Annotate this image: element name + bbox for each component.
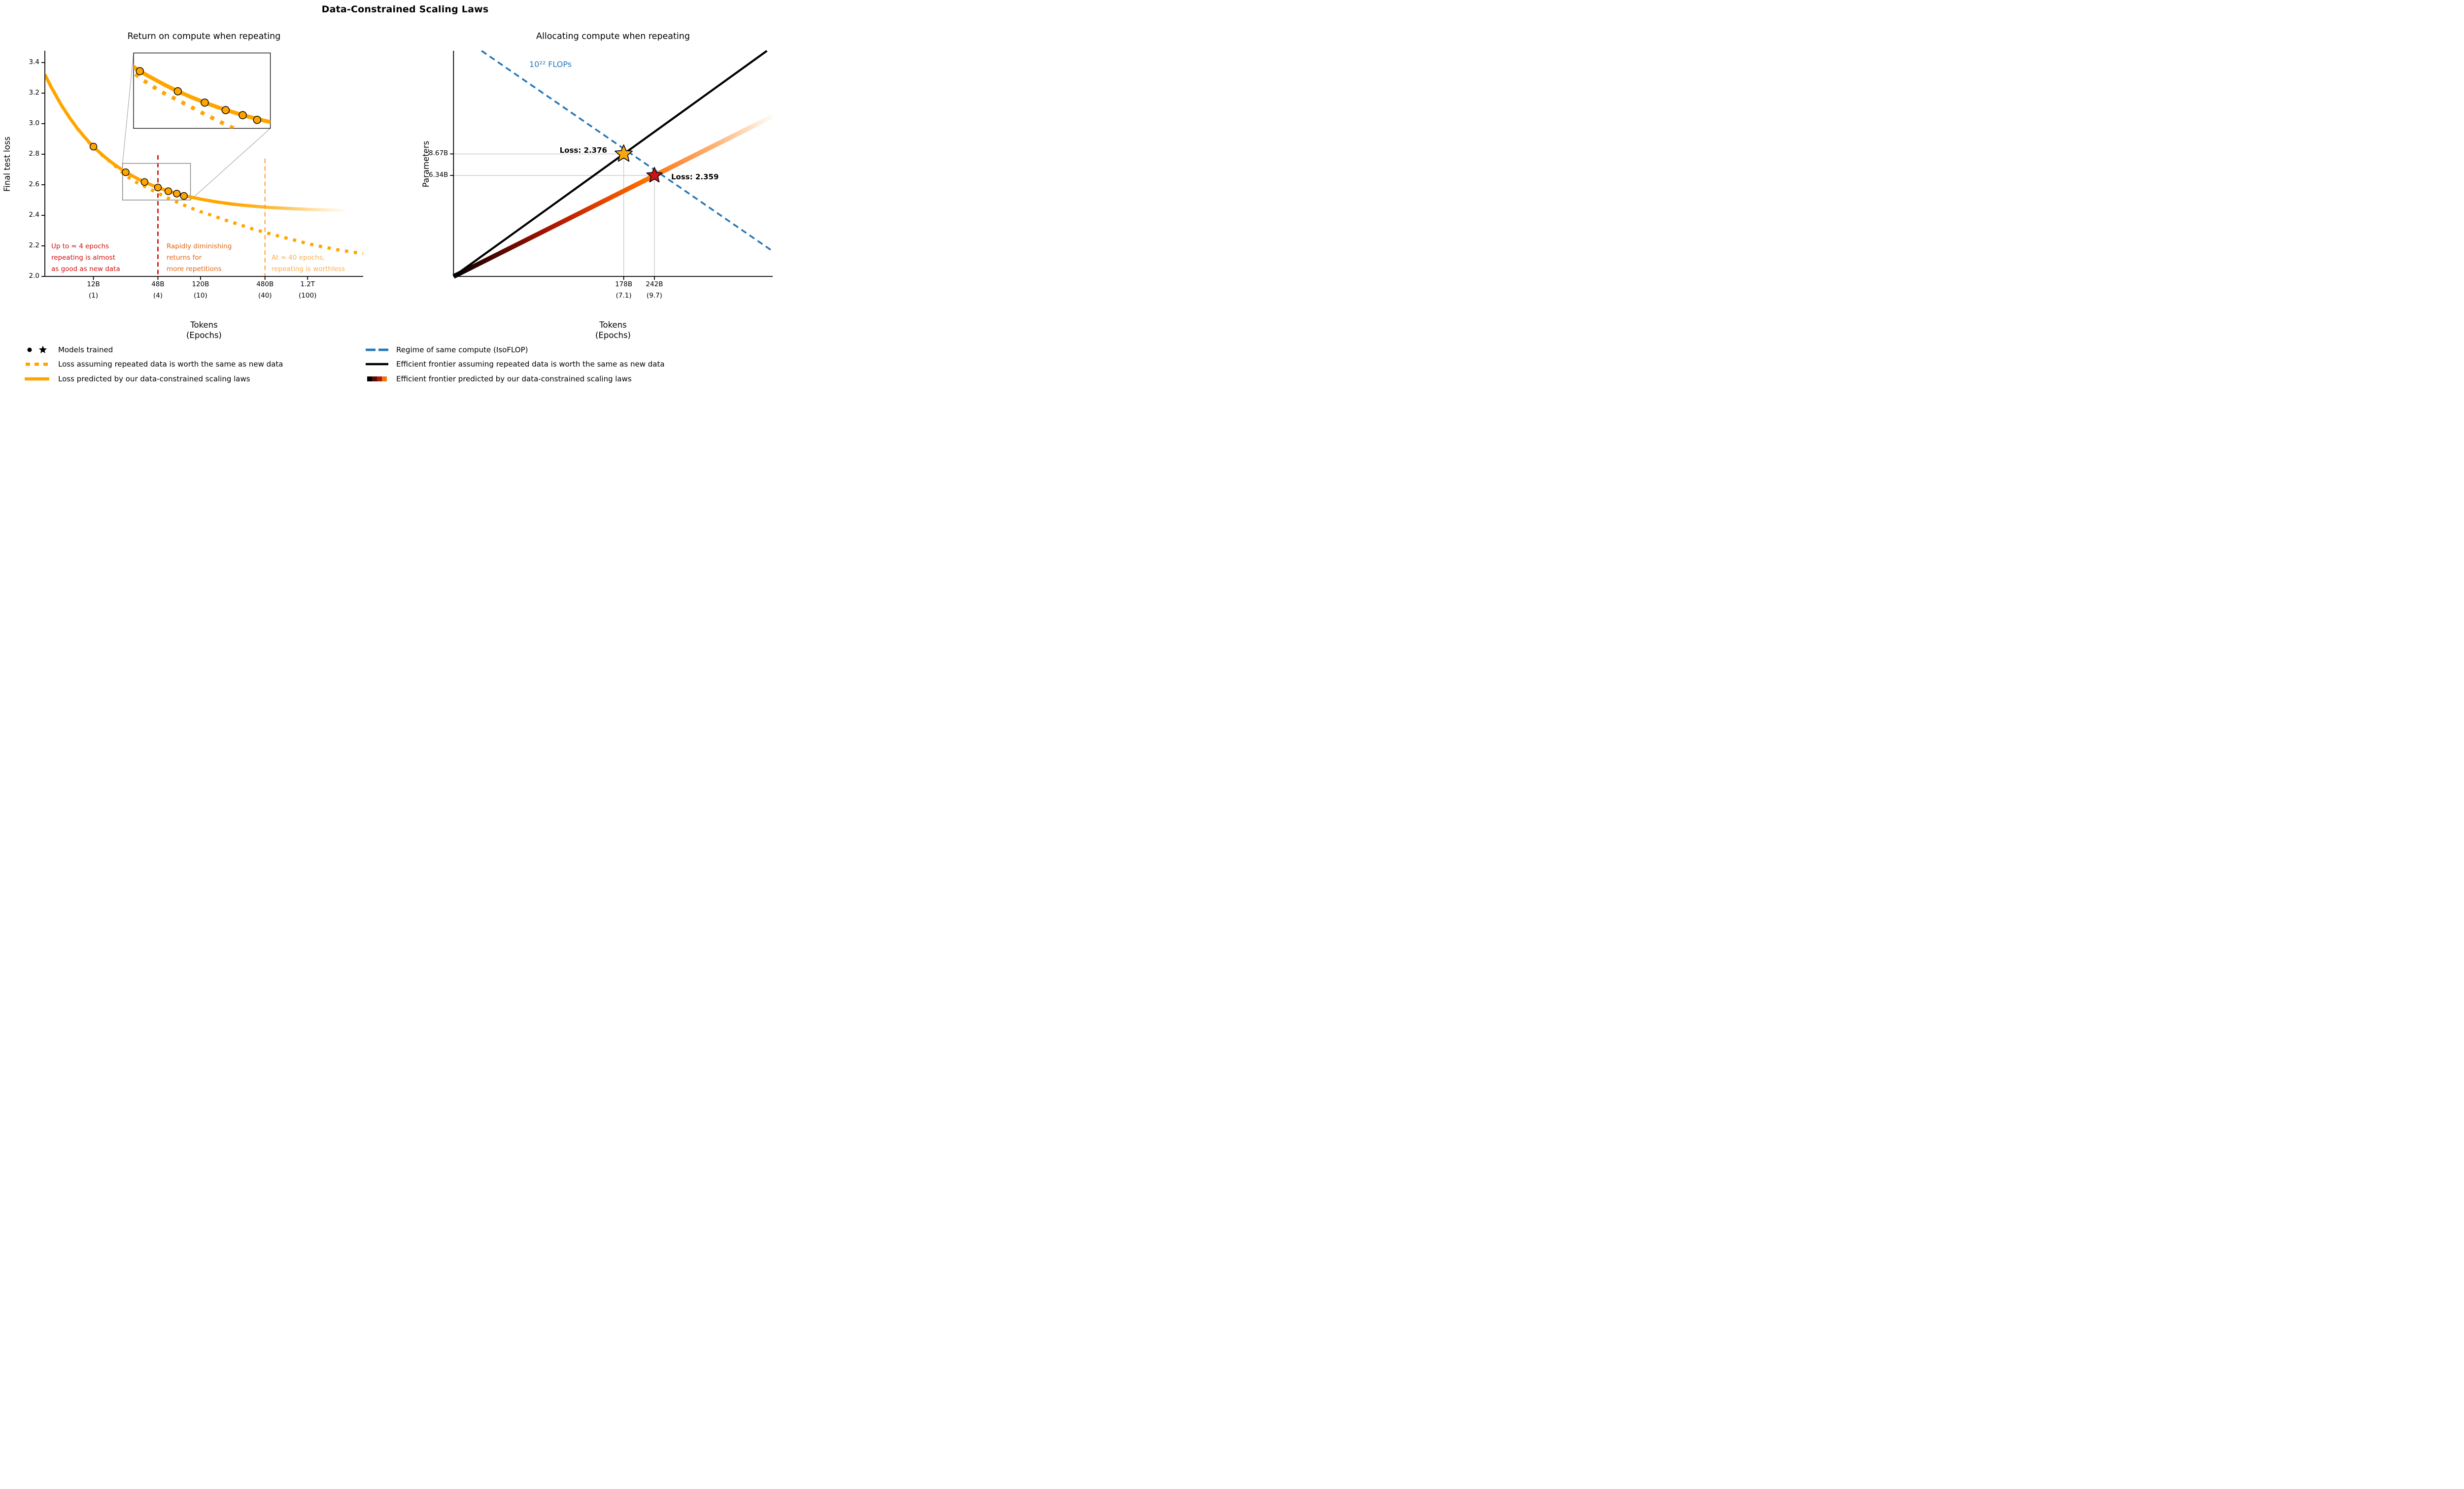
legend-item-frontier-predicted: Efficient frontier predicted by our data… bbox=[365, 372, 632, 385]
legend-item-isoflop: Regime of same compute (IsoFLOP) bbox=[365, 343, 528, 356]
y-tick-label: 8.67B bbox=[428, 149, 448, 158]
model-trained-point bbox=[154, 183, 162, 192]
annotation-diminishing-returns: Rapidly diminishing returns for more rep… bbox=[167, 242, 232, 273]
gradient-line-icon bbox=[367, 376, 387, 381]
left-x-axis-label-tokens: Tokens bbox=[190, 320, 218, 330]
left-plot-title: Return on compute when repeating bbox=[127, 32, 281, 41]
x-tick-epochs-label: (10) bbox=[194, 292, 207, 300]
solid-line-icon bbox=[25, 377, 49, 381]
y-tick-label: 2.6 bbox=[29, 180, 39, 188]
x-tick-label: 480B bbox=[256, 280, 274, 288]
x-tick-label: 178B bbox=[615, 280, 633, 288]
legend-item-loss-data-constrained: Loss predicted by our data-constrained s… bbox=[22, 372, 250, 385]
y-tick-label: 3.4 bbox=[29, 58, 39, 66]
inset-model-trained-point bbox=[239, 111, 247, 119]
x-tick-label: 12B bbox=[87, 280, 100, 288]
model-trained-point bbox=[122, 168, 130, 176]
inset-connector-right bbox=[190, 128, 271, 201]
efficient-frontier-predicted-line bbox=[452, 114, 773, 279]
right-y-axis-label: Parameters bbox=[421, 140, 431, 188]
legend-label: Loss assuming repeated data is worth the… bbox=[58, 360, 283, 369]
model-trained-point bbox=[172, 190, 181, 198]
dashed-blue-line-icon bbox=[366, 348, 388, 351]
x-tick-epochs-label: (100) bbox=[299, 292, 317, 300]
y-tick-label: 6.34B bbox=[428, 171, 448, 179]
x-tick-epochs-label: (40) bbox=[258, 292, 272, 300]
y-tick-label: 3.0 bbox=[29, 119, 39, 127]
right-plot-title: Allocating compute when repeating bbox=[536, 32, 690, 41]
x-tick-epochs-label: (7.1) bbox=[616, 292, 632, 300]
annotation-up-to-4-epochs: Up to ≈ 4 epochs repeating is almost as … bbox=[51, 242, 120, 273]
left-y-axis-label: Final test loss bbox=[2, 136, 12, 192]
right-x-axis-label-tokens: Tokens bbox=[599, 320, 627, 330]
inset-model-trained-point bbox=[201, 98, 209, 107]
x-tick-label: 1.2T bbox=[300, 280, 315, 288]
right-x-axis-label: Tokens (Epochs) bbox=[539, 320, 687, 340]
loss-label-efficient-predicted: Loss: 2.359 bbox=[671, 172, 719, 181]
inset-model-trained-point bbox=[136, 67, 144, 75]
x-tick-label: 242B bbox=[646, 280, 663, 288]
inset-model-trained-point bbox=[173, 87, 182, 96]
star-marker bbox=[615, 144, 633, 162]
legend-item-loss-repeated-equals-new: Loss assuming repeated data is worth the… bbox=[22, 358, 283, 371]
model-trained-point bbox=[140, 178, 148, 186]
models-trained-marker-icon bbox=[27, 345, 47, 353]
inset-source-rect bbox=[122, 163, 191, 201]
inset-connector-left bbox=[122, 53, 134, 164]
efficient-frontier-equal-line bbox=[453, 50, 768, 277]
left-x-axis-label: Tokens (Epochs) bbox=[130, 320, 278, 340]
x-tick-epochs-label: (4) bbox=[153, 292, 163, 300]
inset-model-trained-point bbox=[221, 106, 230, 114]
figure-title: Data-Constrained Scaling Laws bbox=[321, 4, 489, 15]
left-x-axis-label-epochs: (Epochs) bbox=[186, 331, 222, 340]
x-tick-epochs-label: (1) bbox=[89, 292, 99, 300]
legend-item-frontier-equal: Efficient frontier assuming repeated dat… bbox=[365, 358, 665, 371]
legend-item-models-trained: Models trained bbox=[22, 343, 113, 356]
solid-black-line-icon bbox=[366, 363, 388, 366]
x-tick-label: 120B bbox=[192, 280, 209, 288]
legend-label: Regime of same compute (IsoFLOP) bbox=[396, 345, 528, 354]
y-tick-label: 2.8 bbox=[29, 150, 39, 158]
annotation-40-epochs-worthless: At ≈ 40 epochs, repeating is worthless bbox=[272, 254, 345, 273]
x-tick-epochs-label: (9.7) bbox=[646, 292, 662, 300]
y-tick-label: 2.0 bbox=[29, 272, 39, 280]
x-tick-label: 48B bbox=[151, 280, 165, 288]
y-tick-label: 2.2 bbox=[29, 241, 39, 249]
model-trained-point bbox=[89, 142, 98, 151]
y-tick-label: 3.2 bbox=[29, 89, 39, 97]
charts-graphics bbox=[41, 50, 773, 280]
dotted-line-icon bbox=[26, 363, 48, 366]
legend-label: Efficient frontier assuming repeated dat… bbox=[396, 360, 665, 369]
isoflop-line-label: 10²² FLOPs bbox=[529, 60, 572, 69]
legend-label: Loss predicted by our data-constrained s… bbox=[58, 374, 250, 383]
legend-label: Efficient frontier predicted by our data… bbox=[396, 374, 632, 383]
loss-label-efficient-equal: Loss: 2.376 bbox=[559, 146, 607, 155]
star-marker bbox=[646, 167, 663, 183]
inset-loss-curve-data-constrained bbox=[134, 64, 271, 124]
right-x-axis-label-epochs: (Epochs) bbox=[595, 331, 631, 340]
inset-model-trained-point bbox=[253, 116, 262, 124]
y-tick-label: 2.4 bbox=[29, 211, 39, 219]
legend-label: Models trained bbox=[58, 345, 113, 354]
figure-canvas: Data-Constrained Scaling Laws Return on … bbox=[0, 0, 773, 392]
model-trained-point bbox=[164, 187, 172, 195]
model-trained-point bbox=[180, 192, 188, 200]
